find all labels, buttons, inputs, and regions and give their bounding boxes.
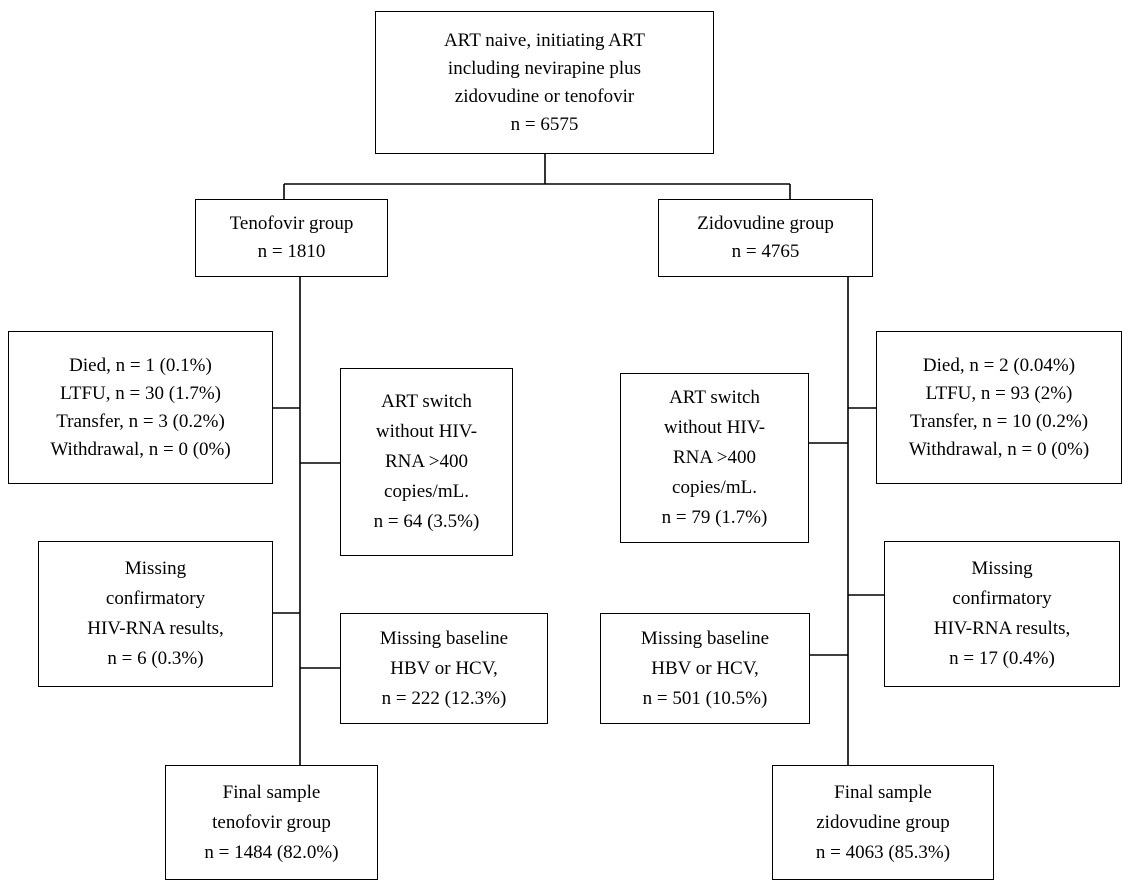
zidovudine-missing-confirm-line-3: HIV-RNA results, (933, 618, 1071, 639)
root-line-3: zidovudine or tenofovir (454, 85, 635, 107)
zidovudine-missing-confirm-line-1: Missing (971, 558, 1033, 579)
tenofovir-missing-baseline-box: Missing baseline HBV or HCV, n = 222 (12… (340, 613, 548, 724)
tenofovir-died: Died, n = 1 (0.1%) (69, 354, 212, 376)
zidovudine-art-switch-line-4: copies/mL. (672, 477, 757, 498)
tenofovir-withdrawal: Withdrawal, n = 0 (0%) (50, 438, 231, 460)
zidovudine-missing-baseline-line-1: Missing baseline (640, 627, 770, 649)
zidovudine-missing-baseline-count: n = 501 (10.5%) (642, 687, 768, 709)
zidovudine-group-count: n = 4765 (731, 241, 800, 262)
tenofovir-transfer: Transfer, n = 3 (0.2%) (56, 410, 225, 432)
zidovudine-withdrawal: Withdrawal, n = 0 (0%) (908, 438, 1090, 460)
zidovudine-final-box: Final sample zidovudine group n = 4063 (… (772, 765, 994, 880)
zidovudine-missing-confirm-box: Missing confirmatory HIV-RNA results, n … (884, 541, 1120, 687)
tenofovir-missing-baseline-line-2: HBV or HCV, (390, 657, 498, 679)
root-line-2: including nevirapine plus (447, 57, 642, 79)
tenofovir-missing-confirm-box: Missing confirmatory HIV-RNA results, n … (38, 541, 273, 687)
tenofovir-excluded-box: Died, n = 1 (0.1%) LTFU, n = 30 (1.7%) T… (8, 331, 273, 484)
zidovudine-missing-confirm-line-2: confirmatory (952, 588, 1052, 609)
zidovudine-art-switch-count: n = 79 (1.7%) (661, 507, 768, 528)
zidovudine-missing-baseline-box: Missing baseline HBV or HCV, n = 501 (10… (600, 613, 810, 724)
tenofovir-missing-baseline-line-1: Missing baseline (379, 627, 509, 649)
tenofovir-final-count: n = 1484 (82.0%) (204, 841, 339, 863)
zidovudine-missing-baseline-line-2: HBV or HCV, (651, 657, 759, 679)
zidovudine-art-switch-line-1: ART switch (669, 387, 760, 408)
tenofovir-missing-confirm-count: n = 6 (0.3%) (107, 648, 204, 669)
root-line-4: n = 6575 (510, 113, 579, 135)
tenofovir-art-switch-box: ART switch without HIV- RNA >400 copies/… (340, 368, 513, 556)
tenofovir-missing-confirm-line-2: confirmatory (105, 588, 206, 609)
zidovudine-group-box: Zidovudine group n = 4765 (658, 199, 873, 277)
root-box: ART naive, initiating ART including nevi… (375, 11, 714, 154)
tenofovir-art-switch-line-4: copies/mL. (384, 481, 469, 502)
zidovudine-died: Died, n = 2 (0.04%) (922, 354, 1076, 376)
zidovudine-final-line-1: Final sample (834, 781, 932, 803)
tenofovir-group-box: Tenofovir group n = 1810 (195, 199, 388, 277)
zidovudine-ltfu: LTFU, n = 93 (2%) (925, 382, 1073, 404)
zidovudine-final-line-2: zidovudine group (816, 811, 950, 833)
tenofovir-art-switch-count: n = 64 (3.5%) (373, 511, 480, 532)
zidovudine-final-count: n = 4063 (85.3%) (815, 841, 951, 863)
tenofovir-missing-baseline-count: n = 222 (12.3%) (381, 687, 507, 709)
zidovudine-missing-confirm-count: n = 17 (0.4%) (949, 648, 1055, 669)
tenofovir-art-switch-line-3: RNA >400 (384, 451, 469, 472)
tenofovir-final-line-1: Final sample (222, 781, 321, 803)
tenofovir-art-switch-line-2: without HIV- (375, 421, 478, 442)
zidovudine-excluded-box: Died, n = 2 (0.04%) LTFU, n = 93 (2%) Tr… (876, 331, 1122, 484)
tenofovir-final-box: Final sample tenofovir group n = 1484 (8… (165, 765, 378, 880)
zidovudine-art-switch-line-2: without HIV- (663, 417, 766, 438)
root-line-1: ART naive, initiating ART (443, 29, 646, 51)
tenofovir-ltfu: LTFU, n = 30 (1.7%) (60, 382, 221, 404)
zidovudine-transfer: Transfer, n = 10 (0.2%) (909, 410, 1089, 432)
tenofovir-final-line-2: tenofovir group (212, 811, 331, 833)
tenofovir-missing-confirm-line-3: HIV-RNA results, (87, 618, 224, 639)
zidovudine-art-switch-line-3: RNA >400 (672, 447, 757, 468)
tenofovir-group-label: Tenofovir group (229, 213, 354, 234)
tenofovir-art-switch-line-1: ART switch (381, 391, 472, 412)
tenofovir-missing-confirm-line-1: Missing (124, 558, 187, 579)
zidovudine-group-label: Zidovudine group (697, 213, 834, 234)
tenofovir-group-count: n = 1810 (257, 241, 326, 262)
zidovudine-art-switch-box: ART switch without HIV- RNA >400 copies/… (620, 373, 809, 543)
